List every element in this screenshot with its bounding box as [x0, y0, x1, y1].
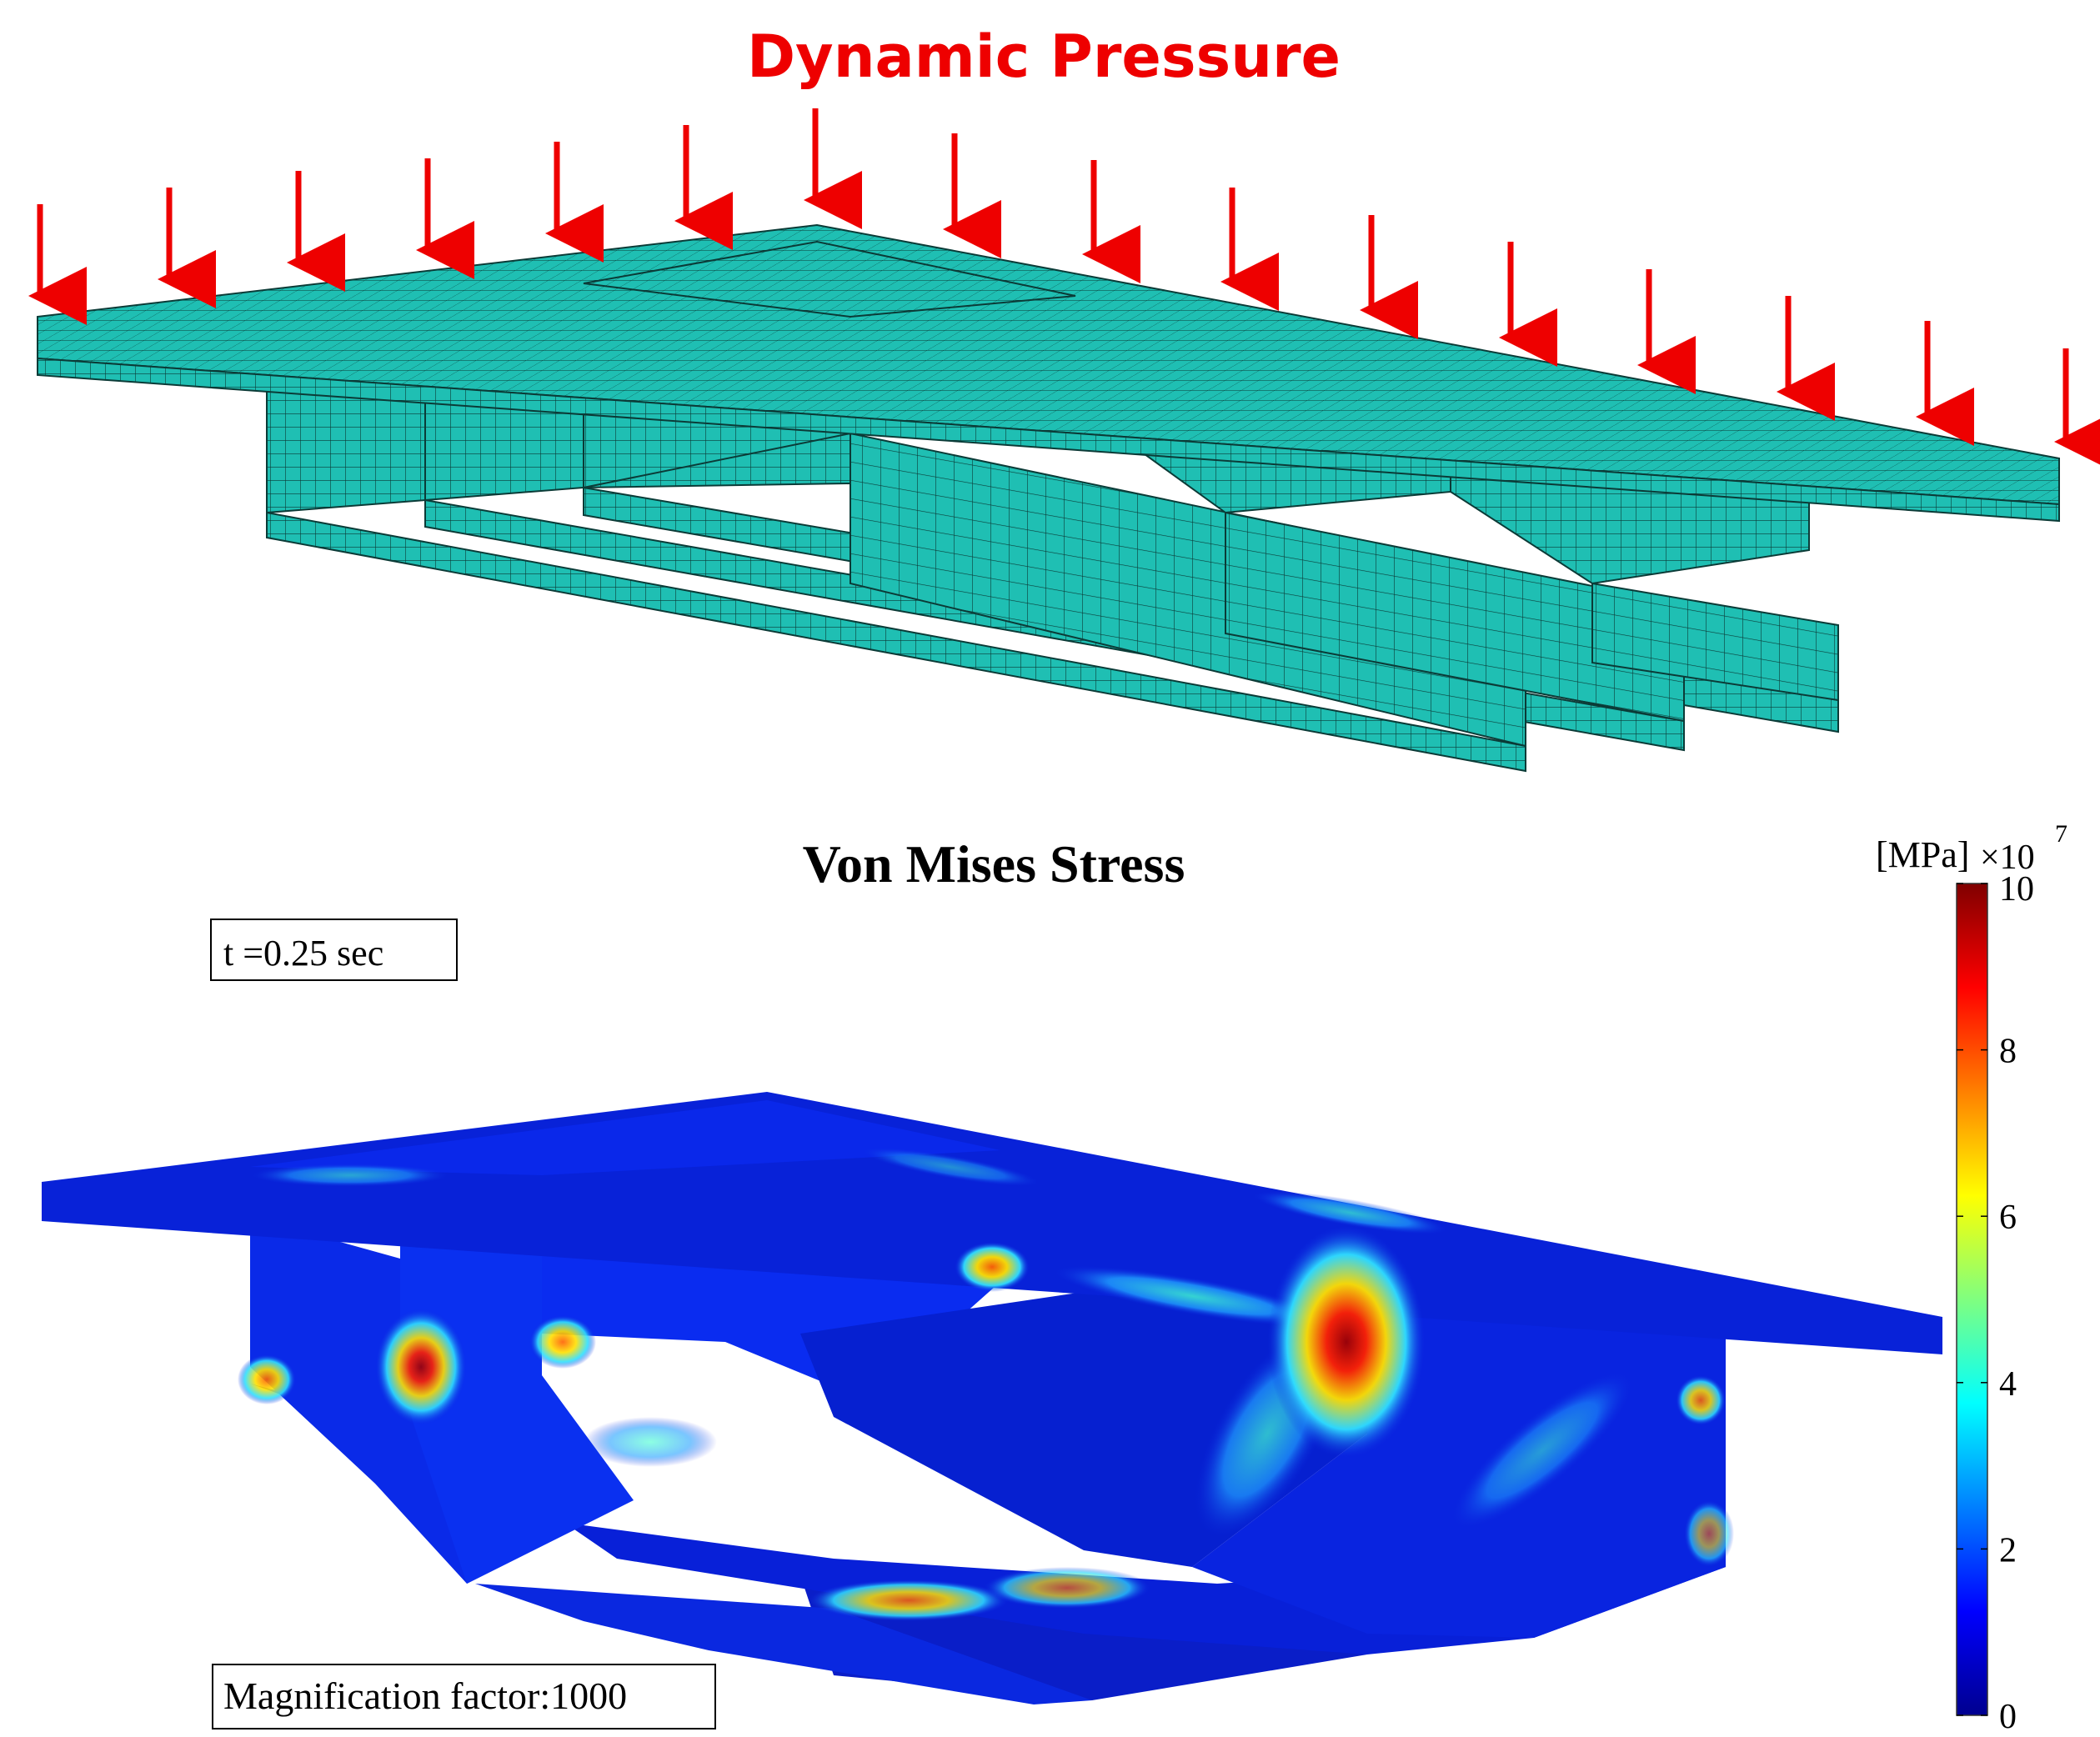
colorbar-tick-label: 6	[1999, 1199, 2017, 1237]
box-1-top	[583, 240, 1076, 318]
magnification-label: Magnification factor:1000	[223, 1674, 627, 1717]
stress-model	[42, 1092, 1942, 1704]
bottom-title: Von Mises Stress	[803, 834, 1185, 894]
deck-ridge-highlight	[1052, 1265, 1332, 1327]
colorbar-tick-label: 10	[1999, 870, 2034, 909]
flange-plate-1	[266, 511, 1526, 773]
time-label-box: t =0.25 sec	[210, 919, 458, 981]
mesh-model	[37, 223, 2060, 773]
colorbar-tick-label: 0	[1999, 1698, 2017, 1736]
colorbar-tick-label: 4	[1999, 1365, 2017, 1404]
side-face-2	[1225, 511, 1685, 723]
top-deck-edge	[37, 357, 2060, 523]
pressure-arrows	[28, 108, 2100, 471]
stress-web-2	[400, 1159, 634, 1584]
colorbar-unit: [MPa]	[1876, 834, 1969, 875]
colorbar: 0 2 4 6 8 10 [MPa] ×10 7	[1876, 820, 2067, 1736]
colorbar-ticks: 0 2 4 6 8 10	[1957, 870, 2034, 1736]
top-title: Dynamic Pressure	[747, 23, 1341, 91]
stress-flange-mid	[475, 1584, 1092, 1704]
colorbar-multiplier: ×10	[1980, 838, 2035, 877]
side-face-3	[1591, 582, 1839, 702]
colorbar-tick-label: 8	[1999, 1033, 2017, 1071]
colorbar-tick-label: 2	[1999, 1531, 2017, 1569]
magnification-label-box: Magnification factor:1000	[212, 1664, 716, 1729]
colorbar-gradient	[1956, 883, 1988, 1716]
stress-deck-top-left	[250, 1100, 1000, 1175]
peak-stress-hotspot	[1267, 1225, 1426, 1459]
colorbar-exponent: 7	[2055, 820, 2067, 848]
time-label: t =0.25 sec	[223, 933, 383, 974]
